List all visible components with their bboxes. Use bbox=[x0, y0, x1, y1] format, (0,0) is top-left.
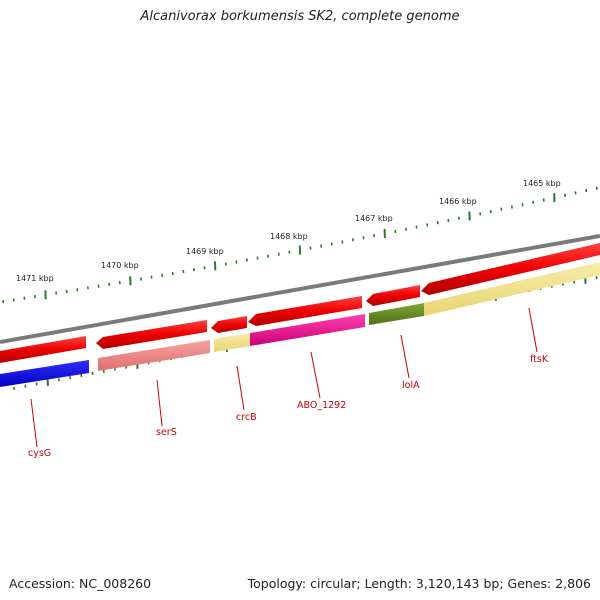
gene-crcB[interactable] bbox=[214, 333, 250, 352]
gene-label-cysG: cysG bbox=[28, 448, 51, 459]
cds-forward-1[interactable] bbox=[0, 336, 86, 363]
ruler-label-1471: 1471 kbp bbox=[16, 274, 54, 283]
genome-summary: Topology: circular; Length: 3,120,143 bp… bbox=[247, 576, 591, 591]
gene-features bbox=[0, 262, 600, 387]
forward-strand bbox=[0, 243, 600, 363]
cds-forward-2[interactable] bbox=[96, 320, 207, 349]
ruler-label-1468: 1468 kbp bbox=[270, 232, 308, 241]
gene-labels: cysG serS crcB ABO_1292 lolA ftsK bbox=[28, 354, 549, 459]
accession-text: Accession: NC_008260 bbox=[9, 576, 152, 591]
ruler-label-1465: 1465 kbp bbox=[523, 179, 561, 188]
ruler-label-1466: 1466 kbp bbox=[439, 197, 477, 206]
backbone bbox=[0, 234, 600, 344]
cds-forward-6[interactable] bbox=[421, 243, 600, 295]
gene-serS[interactable] bbox=[98, 340, 210, 371]
ruler bbox=[2, 186, 598, 304]
gene-label-ftsK: ftsK bbox=[530, 354, 549, 365]
gene-leaders bbox=[30, 307, 538, 448]
map-title: Alcanivorax borkumensis SK2, complete ge… bbox=[140, 9, 460, 24]
gene-ftsK[interactable] bbox=[424, 262, 600, 316]
cds-forward-5[interactable] bbox=[366, 285, 420, 306]
gene-lolA[interactable] bbox=[369, 303, 424, 325]
gene-label-serS: serS bbox=[156, 427, 177, 438]
gene-label-lolA: lolA bbox=[402, 380, 420, 391]
cds-forward-3[interactable] bbox=[211, 316, 247, 333]
ruler-labels: 1471 kbp 1470 kbp 1469 kbp 1468 kbp 1467… bbox=[16, 179, 561, 283]
ruler-label-1467: 1467 kbp bbox=[355, 214, 393, 223]
ruler-label-1470: 1470 kbp bbox=[101, 261, 139, 270]
gene-cysG[interactable] bbox=[0, 360, 89, 387]
gene-ABO_1292[interactable] bbox=[250, 314, 365, 346]
gene-label-ABO_1292: ABO_1292 bbox=[297, 400, 346, 411]
cds-forward-4[interactable] bbox=[248, 296, 362, 326]
gene-label-crcB: crcB bbox=[236, 412, 257, 423]
ruler-label-1469: 1469 kbp bbox=[186, 247, 224, 256]
